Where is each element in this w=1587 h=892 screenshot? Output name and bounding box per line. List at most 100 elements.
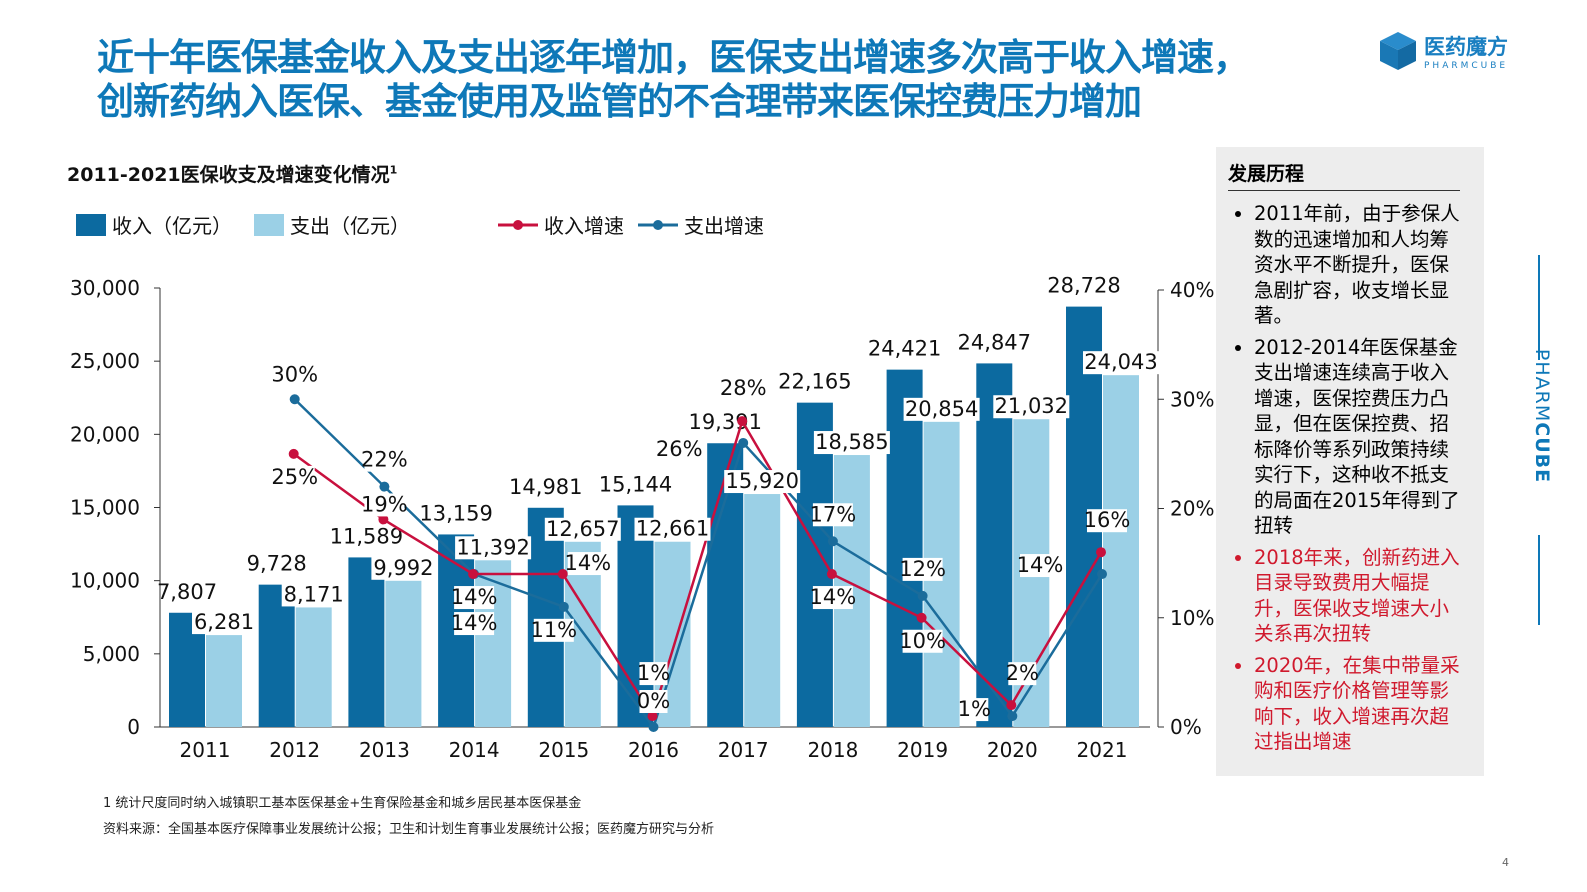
cube-icon bbox=[1380, 32, 1416, 70]
income-growth-label-bg bbox=[902, 629, 943, 653]
expense-bar bbox=[295, 607, 332, 727]
income-growth-label-bg bbox=[723, 377, 764, 401]
expense-growth-label: 11% bbox=[530, 618, 577, 642]
right-tick-label: 30% bbox=[1170, 387, 1214, 411]
right-tick-label: 10% bbox=[1170, 606, 1214, 630]
income-growth-point bbox=[288, 448, 299, 459]
expense-value-label: 24,043 bbox=[1084, 350, 1157, 374]
income-growth-point bbox=[916, 612, 927, 623]
expense-value-label: 20,854 bbox=[905, 397, 978, 421]
left-tick-label: 15,000 bbox=[70, 496, 140, 520]
chart-legend: 收入（亿元） 支出（亿元） 收入增速 支出增速 bbox=[76, 210, 764, 239]
side-divider bbox=[1538, 535, 1540, 625]
expense-growth-point bbox=[1097, 569, 1107, 580]
x-tick-label: 2015 bbox=[538, 738, 589, 762]
left-tick-label: 5,000 bbox=[83, 642, 140, 666]
income-growth-point bbox=[468, 569, 479, 580]
slide-title: 近十年医保基金收入及支出逐年增加，医保支出增速多次高于收入增速， 创新药纳入医保… bbox=[97, 36, 1250, 124]
panel-item: 2018年来，创新药进入目录导致费用大幅提升，医保收支增速大小关系再次扭转 bbox=[1254, 545, 1484, 647]
income-growth-label-bg bbox=[274, 465, 315, 489]
expense-bar bbox=[206, 635, 242, 727]
panel-list: 2011年前，由于参保人数的迅速增加和人均筹资水平不断提升，医保急剧扩容，收支增… bbox=[1216, 201, 1484, 755]
expense-value-label: 12,661 bbox=[636, 517, 709, 541]
title-line-1: 近十年医保基金收入及支出逐年增加，医保支出增速多次高于收入增速， bbox=[97, 36, 1250, 79]
side-divider bbox=[1538, 255, 1540, 360]
income-growth-point bbox=[378, 514, 389, 525]
income-growth-label-bg bbox=[812, 586, 853, 610]
left-tick-label: 30,000 bbox=[70, 276, 140, 300]
panel-item: 2020年，在集中带量采购和医疗价格管理等影响下，收入增速再次超过指出增速 bbox=[1254, 653, 1484, 755]
income-growth-point bbox=[557, 569, 568, 580]
logo-cn: 医药魔方 bbox=[1424, 35, 1508, 59]
expense-value-label-bg bbox=[544, 517, 621, 541]
left-tick-label: 0 bbox=[127, 715, 140, 739]
x-tick-label: 2018 bbox=[807, 738, 858, 762]
income-growth-point bbox=[826, 569, 837, 580]
expense-growth-point bbox=[379, 481, 390, 492]
income-value-label: 24,847 bbox=[958, 330, 1031, 354]
expense-growth-label-bg bbox=[902, 557, 943, 581]
expense-growth-label: 22% bbox=[361, 448, 408, 472]
legend-line-expense-growth bbox=[638, 219, 678, 230]
income-value-label: 7,807 bbox=[157, 580, 217, 604]
expense-growth-label: 30% bbox=[271, 362, 318, 386]
x-tick-label: 2011 bbox=[180, 738, 231, 762]
x-tick-label: 2013 bbox=[359, 738, 410, 762]
expense-growth-label: 14% bbox=[451, 611, 498, 635]
expense-growth-point bbox=[289, 394, 300, 405]
income-value-label: 14,981 bbox=[509, 475, 582, 499]
expense-bar bbox=[744, 494, 781, 727]
income-value-label: 13,159 bbox=[419, 501, 492, 525]
side-brand-a: PHARM bbox=[1531, 348, 1553, 423]
legend-expense: 支出（亿元） bbox=[290, 214, 410, 238]
expense-value-label-bg bbox=[455, 536, 532, 560]
expense-value-label: 15,920 bbox=[725, 469, 798, 493]
chart-title: 2011-2021医保收支及增速变化情况1 bbox=[67, 160, 397, 187]
income-growth-label-bg bbox=[1008, 662, 1037, 686]
legend-line-income-growth bbox=[498, 219, 538, 230]
left-tick-label: 20,000 bbox=[70, 422, 140, 446]
expense-bar bbox=[385, 580, 422, 727]
expense-growth-label-bg bbox=[364, 448, 405, 472]
income-growth-label: 14% bbox=[564, 551, 611, 575]
expense-value-label-bg bbox=[1083, 351, 1159, 375]
expense-value-label: 9,992 bbox=[373, 556, 433, 580]
income-growth-label: 14% bbox=[451, 585, 498, 609]
panel-heading: 发展历程 bbox=[1228, 159, 1460, 191]
panel-item: 2012-2014年医保基金支出增速连续高于收入增速，医保控费压力凸显，但在医保… bbox=[1254, 335, 1484, 539]
income-growth-label: 2% bbox=[1006, 661, 1039, 685]
expense-value-label-bg bbox=[813, 431, 890, 455]
expense-growth-label-bg bbox=[454, 612, 495, 636]
income-bar bbox=[976, 363, 1013, 727]
side-brand-b: CUBE bbox=[1531, 422, 1553, 484]
expense-value-label: 6,281 bbox=[194, 610, 254, 634]
income-value-label: 9,728 bbox=[247, 552, 307, 576]
income-bar bbox=[258, 584, 295, 727]
left-tick-label: 25,000 bbox=[70, 349, 140, 373]
income-growth-label-bg bbox=[454, 586, 495, 610]
expense-value-label-bg bbox=[993, 395, 1070, 419]
footnote: 1 统计尺度同时纳入城镇职工基本医保基金+生育保险基金和城乡居民基本医保基金 bbox=[103, 796, 582, 811]
expense-value-label: 21,032 bbox=[995, 394, 1068, 418]
income-value-label: 11,589 bbox=[330, 524, 403, 548]
expense-growth-point bbox=[917, 590, 928, 601]
legend-income-growth: 收入增速 bbox=[544, 214, 624, 238]
x-tick-label: 2012 bbox=[269, 738, 320, 762]
income-growth-label-bg bbox=[1087, 509, 1127, 533]
development-panel: 发展历程 2011年前，由于参保人数的迅速增加和人均筹资水平不断提升，医保急剧扩… bbox=[1216, 147, 1484, 776]
income-bar bbox=[348, 557, 385, 727]
left-tick-label: 10,000 bbox=[70, 569, 140, 593]
expense-bar bbox=[1103, 375, 1139, 727]
expense-growth-label-bg bbox=[812, 503, 853, 527]
income-growth-point bbox=[1006, 700, 1017, 711]
income-growth-label-bg bbox=[567, 552, 608, 576]
income-value-label: 19,391 bbox=[688, 410, 761, 434]
expense-value-label-bg bbox=[724, 470, 801, 494]
income-growth-label: 19% bbox=[361, 492, 408, 516]
income-value-label: 24,421 bbox=[868, 337, 941, 361]
panel-item: 2011年前，由于参保人数的迅速增加和人均筹资水平不断提升，医保急剧扩容，收支增… bbox=[1254, 201, 1484, 329]
chart-title-footnote-mark: 1 bbox=[389, 163, 398, 177]
income-growth-label-bg bbox=[639, 662, 668, 686]
expense-growth-label: 1% bbox=[958, 697, 991, 721]
